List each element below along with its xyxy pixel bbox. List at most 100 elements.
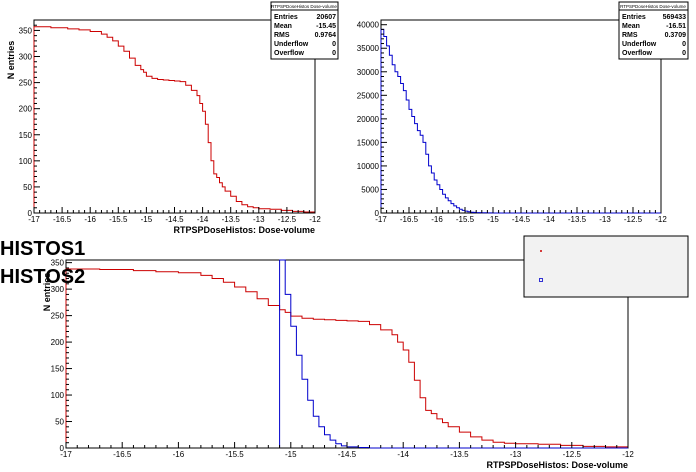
- overlay-label-histos1: HISTOS1: [0, 238, 85, 260]
- stats-label-underflow: Underflow: [274, 41, 309, 48]
- x-tick-label: -13.5: [568, 215, 587, 224]
- x-tick-label: -15: [285, 450, 297, 459]
- x-tick-label: -13: [599, 215, 611, 224]
- panel-bottom-overlay: 0 50 100 150 200 250 300 350 -17 -16.5 -16 -15.5 -1…: [0, 235, 689, 470]
- stats-value-mean: -16.51: [666, 23, 686, 30]
- y-tick-label: 150: [19, 131, 33, 140]
- x-tick-label: -12.5: [563, 450, 582, 459]
- stats-label-overflow: Overflow: [622, 50, 653, 57]
- stats-value-entries: 20607: [317, 14, 337, 21]
- x-tick-label: -15: [141, 215, 153, 224]
- y-tick-label: 350: [51, 259, 65, 268]
- x-tick-label: -16.5: [53, 215, 72, 224]
- y-tick-label: 300: [51, 285, 65, 294]
- stats-value-rms: 0.9764: [315, 32, 337, 39]
- stats-value-rms: 0.3709: [665, 32, 687, 39]
- x-tick-label: -14: [543, 215, 555, 224]
- y-tick-label: 100: [19, 157, 33, 166]
- x-tick-label: -17: [60, 450, 72, 459]
- y-tick-label: 50: [55, 418, 64, 427]
- stats-label-underflow: Underflow: [622, 41, 657, 48]
- stats-box: RTPSPDoseHistos Dose-volume Entries 2060…: [270, 1, 339, 60]
- y-tick-label: 25000: [357, 91, 380, 100]
- y-tick-label: 150: [51, 365, 65, 374]
- panel-top-left: 0 50 100 150 200 250 300 350 -17 -16.5 -16 -15.5 -1…: [6, 1, 339, 235]
- x-tick-label: -13.5: [222, 215, 241, 224]
- stats-label-rms: RMS: [622, 32, 638, 39]
- x-tick-label: -17: [28, 215, 40, 224]
- stats-box-frame: [270, 1, 339, 60]
- y-tick-label: 200: [51, 338, 65, 347]
- stats-value-entries: 569433: [663, 14, 686, 21]
- y-tick-label: 5000: [361, 185, 379, 194]
- y-tick-label: 35000: [357, 44, 380, 53]
- y-tick-label: 300: [19, 53, 33, 62]
- x-tick-label: -14.5: [512, 215, 531, 224]
- stats-title: RTPSPDoseHistos Dose-volume: [271, 4, 337, 9]
- y-tick-label: 200: [19, 105, 33, 114]
- legend-marker-histos1: [540, 250, 542, 252]
- x-tick-label: -14: [397, 450, 409, 459]
- x-tick-label: -16.5: [400, 215, 419, 224]
- legend-marker-histos2: [539, 278, 543, 282]
- x-tick-label: -12: [655, 215, 667, 224]
- legend: [523, 235, 689, 298]
- x-tick-label: -16: [84, 215, 96, 224]
- x-tick-label: -14: [197, 215, 209, 224]
- x-tick-label: -15: [487, 215, 499, 224]
- x-tick-label: -12: [309, 215, 321, 224]
- stats-label-overflow: Overflow: [274, 50, 305, 57]
- x-tick-label: -15.5: [225, 450, 244, 459]
- stats-value-underflow: 0: [332, 41, 336, 48]
- y-tick-label: 0: [375, 209, 380, 218]
- x-axis-label: RTPSPDoseHistos: Dose-volume: [486, 460, 628, 470]
- stats-label-entries: Entries: [622, 14, 646, 21]
- stats-value-underflow: 0: [682, 41, 686, 48]
- y-tick-label: 20000: [357, 115, 380, 124]
- x-axis-label: RTPSPDoseHistos: Dose-volume: [173, 225, 315, 235]
- overlay-label-histos2: HISTOS2: [0, 266, 85, 288]
- stats-label-rms: RMS: [274, 32, 290, 39]
- x-tick-label: -15.5: [109, 215, 128, 224]
- y-tick-label: 15000: [357, 138, 380, 147]
- y-axis-label: N entries: [42, 273, 52, 312]
- y-tick-label: 100: [51, 391, 65, 400]
- y-tick-label: 40000: [357, 21, 380, 30]
- y-tick-label: 250: [51, 312, 65, 321]
- y-tick-label: 0: [60, 444, 65, 453]
- stats-label-entries: Entries: [274, 14, 298, 21]
- stats-box-frame: [618, 1, 689, 60]
- y-axis-label: N entries: [6, 41, 16, 80]
- y-tick-label: 0: [28, 209, 33, 218]
- stats-label-mean: Mean: [622, 23, 640, 30]
- x-tick-label: -16: [173, 450, 185, 459]
- x-tick-label: -13: [510, 450, 522, 459]
- x-tick-label: -14.5: [165, 215, 184, 224]
- x-tick-label: -13.5: [450, 450, 469, 459]
- y-tick-label: 10000: [357, 162, 380, 171]
- x-tick-label: -14.5: [338, 450, 357, 459]
- stats-title: RTPSPDoseHistos Dose-volume: [620, 4, 686, 9]
- stats-box: RTPSPDoseHistos Dose-volume Entries 5694…: [618, 1, 689, 60]
- y-tick-label: 250: [19, 79, 33, 88]
- histos1-step-line: [65, 268, 629, 448]
- x-tick-label: -17: [375, 215, 387, 224]
- x-tick-label: -16.5: [113, 450, 132, 459]
- stats-value-overflow: 0: [332, 50, 336, 57]
- x-tick-label: -12.5: [278, 215, 297, 224]
- y-tick-label: 50: [23, 183, 32, 192]
- x-tick-label: -15.5: [456, 215, 475, 224]
- y-tick-label: 350: [19, 26, 33, 35]
- histos1-step-line: [33, 26, 316, 213]
- stats-value-overflow: 0: [682, 50, 686, 57]
- x-tick-label: -12.5: [624, 215, 643, 224]
- x-tick-label: -13: [253, 215, 265, 224]
- y-tick-label: 30000: [357, 68, 380, 77]
- legend-frame: [523, 235, 689, 298]
- panel-top-right: 0 5000 10000 15000 20000 25000 30000 35000 40000…: [357, 1, 689, 224]
- stats-label-mean: Mean: [274, 23, 292, 30]
- x-tick-label: -12: [622, 450, 634, 459]
- stats-value-mean: -15.45: [316, 23, 336, 30]
- x-tick-label: -16: [431, 215, 443, 224]
